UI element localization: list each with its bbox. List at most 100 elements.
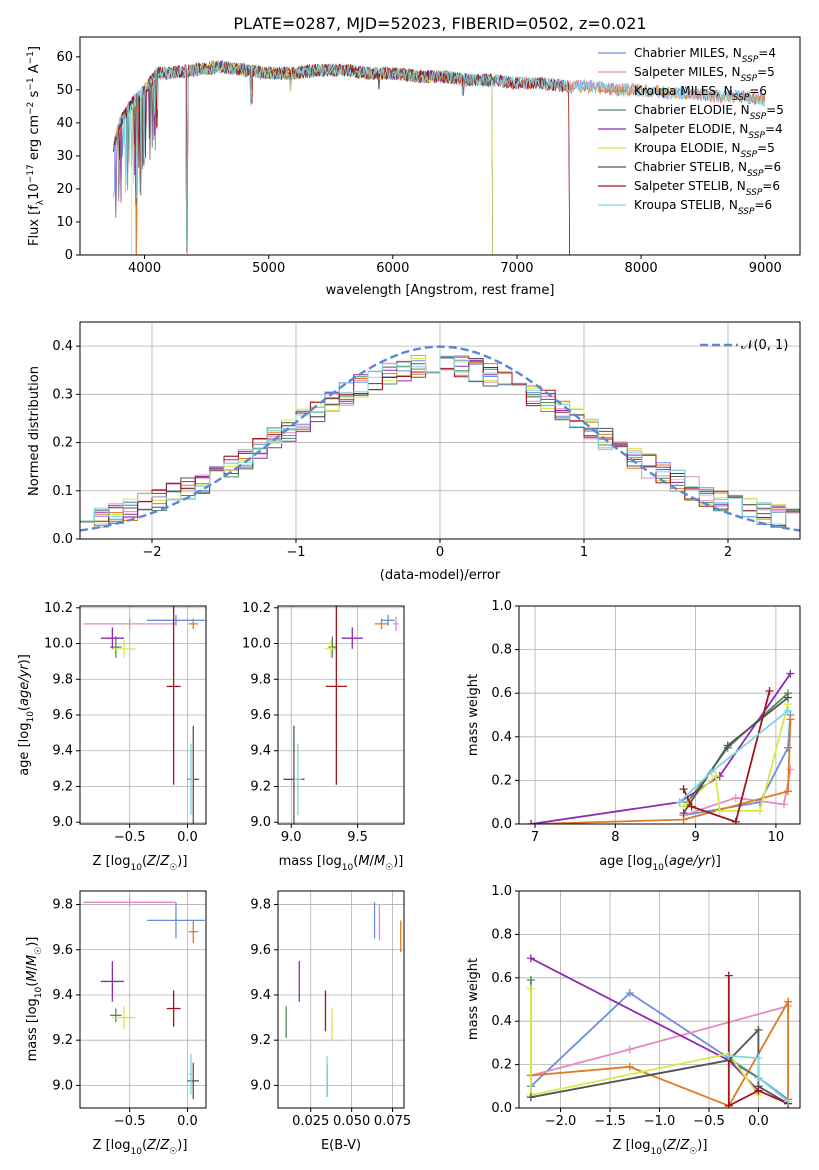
x-tick-label: −0.5 xyxy=(114,1114,146,1129)
frame-residuals: −2 −1 0 1 2 0.0 0.1 0.2 0.3 0.4 𝒩(0, 1) (data-model… xyxy=(27,321,801,583)
y-tick-label: 9.2 xyxy=(250,1033,271,1048)
x-axis-label: wavelength [Angstrom, rest frame] xyxy=(326,283,555,298)
y-tick-label: 10.0 xyxy=(44,637,73,652)
data-point xyxy=(374,618,389,630)
data-point xyxy=(324,639,338,658)
frame-mass_vs_Z: −0.5 0.0 9.0 9.2 9.4 9.6 9.8 Z [log10(Z/Z☉)] mas… xyxy=(25,890,207,1157)
data-marker xyxy=(526,984,535,993)
x-axis-label: Z [log10(Z/Z☉)] xyxy=(613,1138,708,1157)
x-axis-label: E(B-V) xyxy=(321,1138,361,1153)
y-tick-label: 0.2 xyxy=(491,1058,512,1073)
data-point xyxy=(393,616,399,632)
x-tick-label: −2.0 xyxy=(545,1114,577,1129)
y-tick-label: 10.0 xyxy=(242,637,271,652)
y-tick-label: 60 xyxy=(56,50,73,65)
x-tick-label: 4000 xyxy=(128,261,161,276)
data-marker xyxy=(625,988,634,997)
x-tick-label: −1 xyxy=(286,545,305,560)
x-tick-label: 0.025 xyxy=(292,1114,329,1129)
y-tick-label: 9.4 xyxy=(250,988,271,1003)
x-axis-label: mass [log10(M/M☉)] xyxy=(279,854,404,873)
data-marker xyxy=(786,715,795,724)
y-axis-label: mass weight xyxy=(466,674,481,756)
spectrum-series-line xyxy=(113,60,570,255)
axes-mass_vs_ebv: 0.025 0.050 0.075 9.0 9.2 9.4 9.6 9.8 E(B-V) xyxy=(250,890,411,1153)
y-tick-label: 9.2 xyxy=(52,1033,73,1048)
x-tick-label: 1 xyxy=(580,545,588,560)
y-tick-label: 1.0 xyxy=(491,599,512,614)
x-tick-label: 9.5 xyxy=(347,830,368,845)
data-marker xyxy=(526,1093,535,1102)
x-tick-label: 7000 xyxy=(500,261,533,276)
legend-label: Kroupa STELIB, NSSP=6 xyxy=(634,198,772,217)
frame-spectrum: 4000 5000 6000 7000 8000 9000 0 10 20 30 40 50 60 wav… xyxy=(26,36,801,298)
histogram-series xyxy=(80,356,800,528)
histogram-series xyxy=(80,367,800,527)
x-axis-label: Z [log10(Z/Z☉)] xyxy=(93,1138,188,1157)
plot-area-mass_vs_ebv xyxy=(285,902,402,1097)
y-axis-label: mass weight xyxy=(466,958,481,1040)
spectrum-series-line xyxy=(113,60,766,254)
data-point xyxy=(293,743,302,816)
y-tick-label: 9.4 xyxy=(250,744,271,759)
y-tick-label: 0.4 xyxy=(52,339,73,354)
data-marker xyxy=(675,798,684,807)
data-marker xyxy=(784,1097,793,1106)
plot-area-residuals xyxy=(80,345,800,532)
axes-residuals: −2 −1 0 1 2 0.0 0.1 0.2 0.3 0.4 𝒩(0, 1) (data-model… xyxy=(27,321,801,583)
data-marker xyxy=(715,806,724,815)
y-tick-label: 9.4 xyxy=(52,744,73,759)
data-marker xyxy=(754,1054,763,1063)
data-marker xyxy=(783,706,792,715)
data-point xyxy=(83,618,176,630)
figure-title: PLATE=0287, MJD=52023, FIBERID=0502, z=0… xyxy=(233,14,646,33)
x-tick-label: 5000 xyxy=(252,261,285,276)
series-line xyxy=(727,975,789,1108)
y-tick-label: 9.8 xyxy=(250,898,271,913)
data-marker xyxy=(731,817,740,824)
y-tick-label: 9.2 xyxy=(52,779,73,794)
series-line xyxy=(683,714,792,817)
y-tick-label: 9.8 xyxy=(52,672,73,687)
series-line xyxy=(530,980,759,1099)
y-tick-label: 0.4 xyxy=(491,1014,512,1029)
y-tick-label: 10.2 xyxy=(44,601,73,616)
x-tick-label: 0.0 xyxy=(177,1114,198,1129)
data-marker xyxy=(625,1045,634,1054)
x-tick-label: 6000 xyxy=(376,261,409,276)
x-axis-label: age [log10(age/yr)] xyxy=(599,854,721,873)
y-tick-label: 40 xyxy=(56,116,73,131)
y-tick-label: 0.2 xyxy=(52,436,73,451)
x-tick-label: 0.0 xyxy=(177,830,198,845)
data-point xyxy=(341,627,363,649)
normal-reference-curve xyxy=(80,345,800,532)
y-tick-label: 10 xyxy=(56,215,73,230)
plot-area-age_vs_Z xyxy=(83,606,205,824)
legend-entry: Salpeter ELODIE, NSSP=4 xyxy=(598,122,783,141)
x-tick-label: −1.0 xyxy=(644,1114,676,1129)
plot-area-mass_weight_vs_Z xyxy=(526,954,793,1108)
axes-age_vs_mass: 9.0 9.5 9.0 9.2 9.4 9.6 9.8 10.0 10.2 mass [log10… xyxy=(242,601,405,873)
x-tick-label: −1.5 xyxy=(594,1114,626,1129)
y-tick-label: 0.1 xyxy=(52,484,73,499)
y-tick-label: 9.0 xyxy=(250,1078,271,1093)
y-tick-label: 0.8 xyxy=(491,643,512,658)
frame-age_vs_mass: 9.0 9.5 9.0 9.2 9.4 9.6 9.8 10.0 10.2 mass [log10… xyxy=(242,601,405,873)
y-tick-label: 9.6 xyxy=(52,708,73,723)
y-tick-label: 9.8 xyxy=(52,898,73,913)
x-axis-label: Z [log10(Z/Z☉)] xyxy=(93,854,188,873)
data-marker xyxy=(625,1062,634,1071)
data-marker xyxy=(786,765,795,774)
x-tick-label: 0.050 xyxy=(333,1114,370,1129)
data-point xyxy=(112,1006,136,1029)
data-marker xyxy=(679,809,688,818)
y-tick-label: 0.8 xyxy=(491,927,512,942)
data-point xyxy=(166,990,181,1027)
y-tick-label: 0.6 xyxy=(491,971,512,986)
data-marker xyxy=(526,954,535,963)
x-tick-label: 9000 xyxy=(749,261,782,276)
x-tick-label: 2 xyxy=(724,545,732,560)
y-tick-label: 9.6 xyxy=(250,943,271,958)
y-tick-label: 0.2 xyxy=(491,773,512,788)
legend-entry: Chabrier ELODIE, NSSP=5 xyxy=(598,103,784,122)
